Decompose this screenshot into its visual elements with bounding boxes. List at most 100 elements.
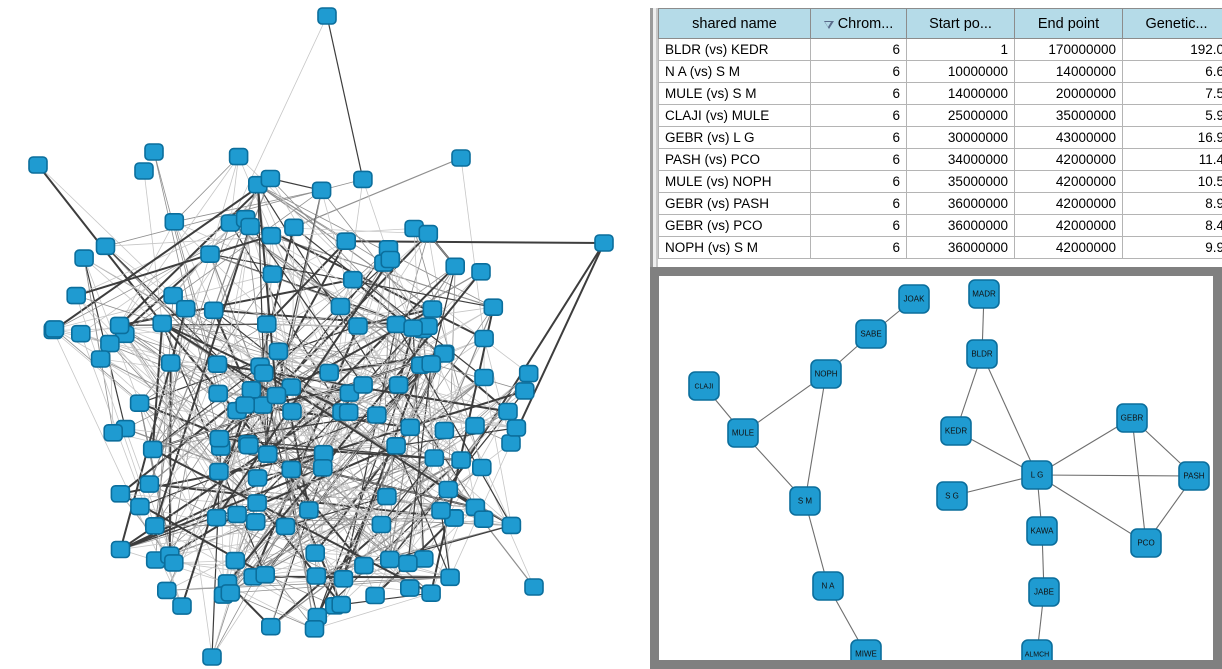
subnetwork-node[interactable]: KAWA: [1026, 516, 1058, 546]
main-network-edge[interactable]: [407, 363, 432, 564]
main-network-edge[interactable]: [245, 218, 265, 374]
subnetwork-node[interactable]: MIWE: [850, 639, 882, 660]
cell-start-point[interactable]: 14000000: [906, 82, 1015, 105]
main-network-node[interactable]: [139, 475, 160, 493]
main-network-node[interactable]: [336, 232, 357, 250]
table-row[interactable]: PASH (vs) PCO 6 34000000 42000000 11.4: [658, 148, 1222, 171]
main-network-node[interactable]: [103, 423, 123, 442]
main-network-edge[interactable]: [166, 576, 451, 591]
main-network-node[interactable]: [95, 237, 116, 256]
main-network-node[interactable]: [241, 380, 262, 399]
main-network-edge[interactable]: [230, 592, 315, 630]
main-network-edge[interactable]: [342, 364, 422, 580]
main-network-node[interactable]: [353, 170, 373, 189]
main-network-node[interactable]: [304, 619, 325, 638]
subnetwork-canvas[interactable]: CLAJI MULE NOPH SABE JOAK S M N A MIWE MADR BLDR K…: [659, 276, 1213, 660]
main-network-edge[interactable]: [139, 414, 378, 508]
main-network-node[interactable]: [74, 249, 94, 267]
subnetwork-edge[interactable]: [804, 373, 827, 502]
main-network-edge[interactable]: [257, 190, 323, 479]
main-network-edge[interactable]: [322, 271, 482, 469]
main-network-node[interactable]: [377, 487, 397, 506]
main-network-edge[interactable]: [460, 157, 485, 339]
main-network-node[interactable]: [110, 540, 131, 559]
cell-shared-name[interactable]: NOPH (vs) S M: [658, 236, 811, 259]
cell-chromosome[interactable]: 6: [810, 38, 907, 61]
main-network-view[interactable]: [0, 0, 648, 669]
main-network-node[interactable]: [145, 516, 165, 535]
main-network-edge[interactable]: [152, 156, 239, 450]
cell-chromosome[interactable]: 6: [810, 170, 907, 193]
cell-end-point[interactable]: 14000000: [1014, 60, 1123, 83]
cell-shared-name[interactable]: MULE (vs) NOPH: [658, 170, 811, 193]
main-network-edge[interactable]: [105, 245, 218, 365]
column-header-start-point[interactable]: Start po...: [906, 8, 1015, 39]
main-network-edge[interactable]: [152, 411, 343, 450]
main-network-edge[interactable]: [383, 262, 529, 374]
main-network-node[interactable]: [474, 329, 494, 348]
main-network-node[interactable]: [284, 218, 304, 237]
main-network-edge[interactable]: [422, 329, 435, 459]
cell-genetic[interactable]: 10.5: [1122, 170, 1222, 193]
cell-genetic[interactable]: 7.5: [1122, 82, 1222, 105]
main-network-edge[interactable]: [257, 184, 494, 308]
node-shape[interactable]: [968, 279, 1000, 309]
main-network-edge[interactable]: [321, 190, 359, 327]
main-network-edge[interactable]: [257, 184, 347, 242]
main-network-node[interactable]: [71, 324, 91, 343]
main-network-edge[interactable]: [53, 226, 251, 331]
main-network-node[interactable]: [319, 363, 340, 382]
main-network-edge[interactable]: [109, 343, 114, 433]
main-network-node[interactable]: [473, 510, 494, 529]
main-network-edge[interactable]: [124, 333, 377, 416]
table-row[interactable]: MULE (vs) NOPH 6 35000000 42000000 10.5: [658, 170, 1222, 193]
main-network-edge[interactable]: [52, 177, 271, 332]
cell-chromosome[interactable]: 6: [810, 82, 907, 105]
main-network-edge[interactable]: [80, 218, 246, 335]
cell-shared-name[interactable]: GEBR (vs) PASH: [658, 192, 811, 215]
main-network-edge[interactable]: [119, 325, 399, 386]
main-network-node[interactable]: [354, 556, 374, 575]
main-network-node[interactable]: [209, 429, 230, 448]
main-network-edge[interactable]: [174, 156, 239, 223]
main-network-node[interactable]: [142, 440, 163, 459]
main-network-edge[interactable]: [389, 259, 512, 526]
main-network-node[interactable]: [253, 364, 274, 382]
main-network-node[interactable]: [261, 226, 282, 245]
main-network-edge[interactable]: [37, 164, 174, 296]
main-network-edge[interactable]: [362, 306, 494, 386]
main-network-edge[interactable]: [230, 15, 328, 224]
subnetwork-node[interactable]: NOPH: [810, 359, 842, 389]
cell-genetic[interactable]: 8.9: [1122, 192, 1222, 215]
subnetwork-node[interactable]: MULE: [727, 418, 759, 448]
main-network-node[interactable]: [172, 597, 192, 615]
node-shape[interactable]: [1116, 403, 1148, 433]
main-network-node[interactable]: [239, 436, 259, 455]
main-network-node[interactable]: [260, 617, 281, 636]
main-network-edge[interactable]: [374, 510, 442, 596]
main-network-edge[interactable]: [152, 365, 261, 450]
main-network-edge[interactable]: [430, 306, 495, 594]
column-header-end-point[interactable]: End point: [1014, 8, 1123, 39]
main-network-node[interactable]: [421, 354, 442, 373]
subnetwork-node[interactable]: JABE: [1028, 577, 1060, 607]
main-network-node[interactable]: [256, 315, 277, 333]
main-network-edge[interactable]: [396, 427, 517, 447]
main-network-edge[interactable]: [483, 377, 512, 526]
main-network-edge[interactable]: [395, 445, 451, 578]
main-network-edge[interactable]: [154, 308, 187, 526]
cell-end-point[interactable]: 20000000: [1014, 82, 1123, 105]
main-network-edge[interactable]: [151, 323, 164, 450]
main-network-edge[interactable]: [285, 496, 388, 527]
main-network-node[interactable]: [160, 354, 181, 372]
main-network-edge[interactable]: [430, 363, 451, 578]
main-network-edge[interactable]: [154, 510, 442, 527]
cell-chromosome[interactable]: 6: [810, 104, 907, 127]
main-network-node[interactable]: [206, 508, 227, 527]
main-network-node[interactable]: [109, 316, 130, 335]
main-network-node[interactable]: [262, 265, 283, 284]
node-shape[interactable]: [1026, 516, 1058, 546]
